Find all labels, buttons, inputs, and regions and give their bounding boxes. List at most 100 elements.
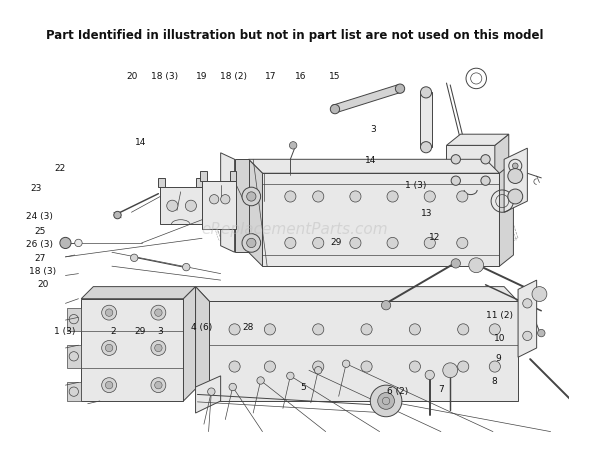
Text: 15: 15	[329, 72, 340, 81]
Text: 23: 23	[31, 183, 42, 192]
Polygon shape	[195, 287, 518, 302]
Circle shape	[421, 142, 432, 153]
Circle shape	[182, 264, 190, 271]
Text: 25: 25	[35, 227, 46, 236]
Text: 4 (6): 4 (6)	[191, 322, 212, 331]
Circle shape	[387, 238, 398, 249]
Circle shape	[481, 155, 490, 165]
Circle shape	[101, 341, 117, 356]
Circle shape	[361, 324, 372, 335]
Circle shape	[382, 397, 390, 405]
Polygon shape	[500, 163, 513, 267]
Circle shape	[350, 191, 361, 202]
Circle shape	[151, 378, 166, 393]
Circle shape	[155, 381, 162, 389]
Text: 1 (3): 1 (3)	[405, 180, 426, 189]
Text: 19: 19	[196, 72, 208, 81]
Circle shape	[208, 388, 215, 396]
Text: 18 (3): 18 (3)	[29, 266, 56, 275]
Polygon shape	[504, 149, 527, 213]
Circle shape	[151, 341, 166, 356]
Circle shape	[508, 169, 523, 184]
Circle shape	[290, 142, 297, 150]
Circle shape	[509, 160, 522, 173]
Circle shape	[155, 345, 162, 352]
Text: 18 (3): 18 (3)	[151, 72, 178, 81]
Circle shape	[313, 191, 324, 202]
Polygon shape	[263, 174, 500, 267]
Circle shape	[314, 367, 322, 374]
Circle shape	[457, 191, 468, 202]
Text: 9: 9	[495, 353, 501, 362]
Text: 5: 5	[300, 382, 306, 391]
Text: 29: 29	[135, 326, 146, 336]
Polygon shape	[235, 160, 248, 253]
Text: 11 (2): 11 (2)	[486, 310, 513, 319]
Text: 14: 14	[365, 156, 376, 165]
Polygon shape	[221, 153, 235, 253]
Circle shape	[361, 361, 372, 372]
Polygon shape	[67, 308, 81, 331]
Text: 13: 13	[421, 209, 432, 218]
Polygon shape	[421, 93, 432, 148]
Circle shape	[75, 240, 82, 247]
Circle shape	[229, 383, 237, 391]
Polygon shape	[447, 146, 495, 197]
Circle shape	[185, 201, 196, 212]
Circle shape	[424, 238, 435, 249]
Polygon shape	[67, 382, 81, 401]
Circle shape	[409, 324, 421, 335]
Polygon shape	[195, 376, 221, 413]
Circle shape	[489, 361, 500, 372]
Circle shape	[458, 361, 469, 372]
Polygon shape	[248, 160, 263, 267]
Circle shape	[287, 372, 294, 380]
Text: 1 (3): 1 (3)	[54, 326, 76, 336]
Circle shape	[285, 238, 296, 249]
Polygon shape	[447, 135, 509, 146]
Circle shape	[409, 361, 421, 372]
Text: 3: 3	[158, 326, 163, 336]
Circle shape	[313, 324, 324, 335]
Circle shape	[342, 360, 350, 368]
Text: 20: 20	[37, 280, 48, 289]
Polygon shape	[209, 302, 518, 401]
Circle shape	[155, 309, 162, 317]
Text: 2: 2	[110, 326, 116, 336]
Circle shape	[458, 324, 469, 335]
Circle shape	[242, 234, 261, 253]
Text: Part Identified in illustration but not in part list are not used on this model: Part Identified in illustration but not …	[46, 29, 544, 42]
Text: 29: 29	[330, 238, 342, 247]
Text: 6 (2): 6 (2)	[387, 386, 408, 395]
Text: 3: 3	[371, 125, 376, 134]
Text: 28: 28	[242, 322, 254, 331]
Polygon shape	[495, 135, 509, 197]
Circle shape	[106, 345, 113, 352]
Polygon shape	[81, 287, 195, 299]
Circle shape	[221, 195, 230, 204]
Circle shape	[537, 330, 545, 337]
Polygon shape	[248, 160, 500, 174]
Polygon shape	[195, 179, 202, 188]
Circle shape	[313, 361, 324, 372]
Circle shape	[395, 85, 405, 94]
Circle shape	[101, 306, 117, 320]
Circle shape	[247, 239, 256, 248]
Circle shape	[421, 88, 432, 99]
Polygon shape	[195, 287, 209, 401]
Circle shape	[167, 201, 178, 212]
Text: 14: 14	[135, 138, 146, 146]
Circle shape	[469, 258, 484, 273]
Text: 26 (3): 26 (3)	[27, 240, 53, 249]
Circle shape	[130, 255, 138, 262]
Circle shape	[451, 177, 460, 186]
Circle shape	[257, 377, 264, 384]
Polygon shape	[230, 172, 237, 181]
Circle shape	[101, 378, 117, 393]
Circle shape	[114, 212, 121, 219]
Polygon shape	[518, 280, 537, 358]
Circle shape	[513, 164, 518, 169]
Polygon shape	[183, 287, 195, 401]
Circle shape	[106, 309, 113, 317]
Text: 8: 8	[491, 376, 497, 386]
